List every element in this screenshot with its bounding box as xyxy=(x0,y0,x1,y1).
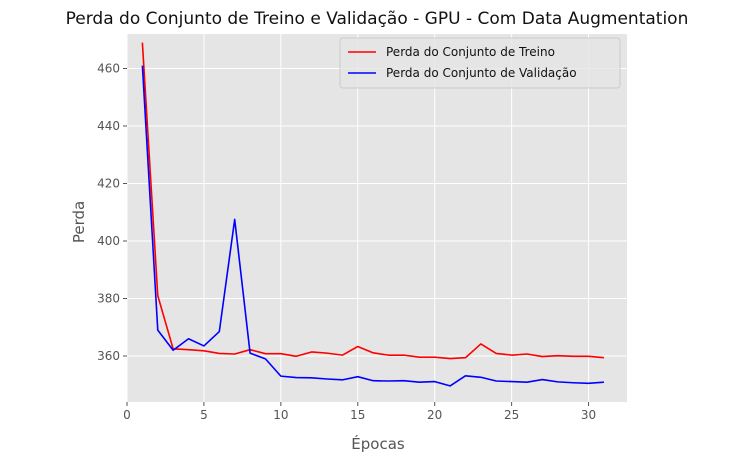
x-tick-label: 5 xyxy=(200,408,208,422)
y-tick-label: 380 xyxy=(97,292,120,306)
legend-label-validation: Perda do Conjunto de Validação xyxy=(386,66,577,80)
x-tick-label: 0 xyxy=(123,408,131,422)
y-axis-label: Perda xyxy=(70,201,88,243)
axis-ticks: 0 5 10 15 20 25 30 360 380 400 420 440 460 xyxy=(97,62,596,423)
legend: Perda do Conjunto de Treino Perda do Conj… xyxy=(339,37,621,89)
y-tick-label: 360 xyxy=(97,349,120,363)
y-tick-label: 400 xyxy=(97,234,120,248)
validation-loss-line xyxy=(141,65,604,387)
x-tick-label: 25 xyxy=(504,408,519,422)
legend-label-training: Perda do Conjunto de Treino xyxy=(386,45,555,59)
y-tick-label: 460 xyxy=(97,62,120,76)
x-tick-label: 15 xyxy=(350,408,365,422)
x-tick-label: 20 xyxy=(427,408,442,422)
plot-area xyxy=(127,34,627,402)
series-lines xyxy=(141,42,604,387)
x-tick-label: 30 xyxy=(581,408,596,422)
training-loss-line xyxy=(141,42,604,360)
y-tick-label: 420 xyxy=(97,177,120,191)
chart-title: Perda do Conjunto de Treino e Validação … xyxy=(66,9,689,29)
y-tick-label: 440 xyxy=(97,119,120,133)
legend-box xyxy=(339,37,621,89)
x-axis-label: Épocas xyxy=(351,434,405,453)
x-tick-label: 10 xyxy=(273,408,288,422)
